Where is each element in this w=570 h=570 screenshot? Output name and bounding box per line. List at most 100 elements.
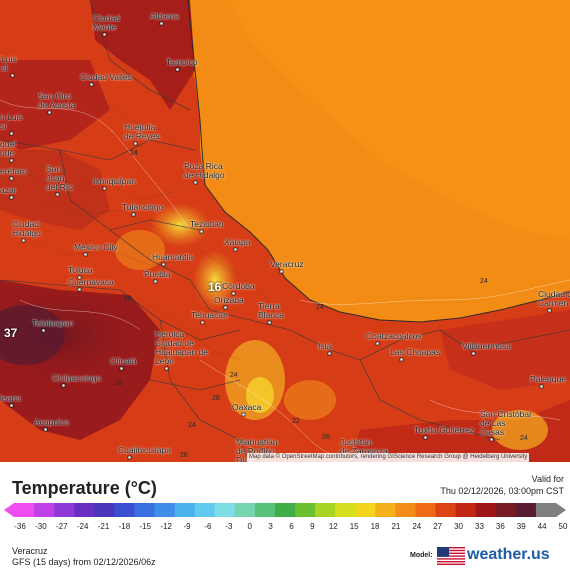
city-marker	[231, 291, 236, 296]
model-run: GFS (15 days) from 02/12/2026/06z	[12, 557, 156, 567]
city-label: Poza Rica de Hidalgo	[184, 161, 225, 180]
colorbar-segment	[214, 503, 236, 517]
colorbar-tick-label: -6	[204, 522, 212, 531]
city-marker	[10, 73, 15, 78]
city-label: Córdoba	[222, 281, 255, 291]
colorbar-segment	[415, 503, 437, 517]
colorbar-tick-label: -27	[55, 522, 68, 531]
city-label: Coatzacoalcos	[366, 331, 422, 341]
map-attribution[interactable]: Map data © OpenStreetMap contributors, r…	[247, 453, 530, 462]
city-marker	[193, 180, 198, 185]
city-marker	[55, 192, 60, 197]
colorbar-segment	[194, 503, 216, 517]
colorbar-tick-label: 15	[349, 522, 359, 531]
city-marker	[489, 437, 494, 442]
colorbar-tick-label: -21	[97, 522, 110, 531]
city-marker	[153, 279, 158, 284]
city-label: Miahuatlán de Porfirio Díaz	[236, 437, 278, 463]
colorbar-segment	[375, 503, 396, 517]
colorbar-segment	[94, 503, 115, 517]
city-label: Tehuacán	[191, 310, 228, 320]
city-label: Puebla	[144, 269, 171, 279]
colorbar-segment	[395, 503, 416, 517]
colorbar-segment	[335, 503, 356, 517]
city-marker	[267, 320, 272, 325]
colorbar-tick-label: 18	[370, 522, 380, 531]
city-label: erétaro	[0, 166, 27, 176]
brand-logo[interactable]: weather.us	[437, 543, 567, 567]
colorbar-tick-label: -3	[225, 522, 233, 531]
city-label: Olinalá	[110, 356, 137, 366]
colorbar-segment	[315, 503, 336, 517]
city-marker	[119, 366, 124, 371]
city-label: San Cristóbal de Las Casas	[480, 409, 532, 437]
colorbar-min-arrow	[4, 503, 14, 517]
city-marker	[102, 186, 107, 191]
city-marker	[279, 269, 284, 274]
city-label: Teziutlán	[190, 219, 224, 229]
city-marker	[9, 176, 14, 181]
colorbar-segment	[54, 503, 75, 517]
city-marker	[539, 384, 544, 389]
city-label: Luis sí	[1, 54, 17, 73]
city-marker	[159, 21, 164, 26]
colorbar-segment	[295, 503, 316, 517]
city-marker	[83, 252, 88, 257]
city-label: Las Choapas	[390, 347, 441, 357]
isotherm-label: 24	[316, 304, 324, 311]
colorbar-segment	[254, 503, 276, 517]
city-label: Cuajinicuilapa	[118, 445, 171, 455]
colorbar-segment	[435, 503, 457, 517]
city-label: Ciudad Valles	[80, 72, 132, 82]
colorbar-tick-label: -30	[35, 522, 47, 531]
region-name: Veracruz	[12, 546, 48, 556]
model-label: Model:	[410, 552, 433, 559]
city-label: Juchitán de Zaragoza	[340, 437, 388, 456]
city-label: Tulancingo	[122, 202, 164, 212]
isotherm-label: 28	[212, 395, 220, 402]
colorbar-segment	[154, 503, 176, 517]
colorbar-tick-label: 39	[516, 522, 526, 531]
extreme-value-label: 37	[4, 326, 18, 340]
city-label: Tampico	[166, 57, 198, 67]
map-canvas	[0, 0, 570, 462]
city-marker	[175, 67, 180, 72]
city-marker	[41, 328, 46, 333]
city-label: Ciudad Mante	[93, 13, 120, 32]
isotherm-label: 24	[480, 278, 488, 285]
city-marker	[199, 229, 204, 234]
colorbar-tick-label: 36	[495, 522, 505, 531]
isotherm-label: 26	[124, 296, 132, 303]
colorbar-segment	[515, 503, 537, 517]
colorbar-segment	[274, 503, 296, 517]
city-marker	[89, 82, 94, 87]
isotherm-label: 24	[520, 435, 528, 442]
colorbar-segment	[114, 503, 135, 517]
city-marker	[9, 158, 14, 163]
temperature-map[interactable]: Ciudad Mante Aldama Luis sí Tampico Ciudad V…	[0, 0, 570, 462]
city-marker	[375, 341, 380, 346]
colorbar-segment	[74, 503, 95, 517]
city-marker	[423, 435, 428, 440]
city-marker	[200, 320, 205, 325]
city-label: San Juan del Río	[46, 164, 73, 192]
city-label: Huejutla de Reyes	[124, 122, 160, 141]
colorbar-tick-label: 21	[391, 522, 401, 531]
colorbar-segment	[174, 503, 196, 517]
colorbar-segment	[355, 503, 376, 517]
colorbar-tick-label: 30	[454, 522, 464, 531]
colorbar-tick-label: 33	[475, 522, 484, 531]
city-marker	[77, 275, 82, 280]
temperature-colorbar	[4, 503, 566, 517]
city-marker	[327, 351, 332, 356]
city-marker	[61, 383, 66, 388]
city-label: n Luis sí	[0, 112, 23, 131]
isotherm-label: 24	[130, 150, 138, 157]
city-label: Palenque	[530, 374, 566, 384]
colorbar-segment	[134, 503, 156, 517]
colorbar-tick-label: 50	[558, 522, 568, 531]
city-marker	[241, 412, 246, 417]
city-marker	[43, 427, 48, 432]
city-marker	[9, 195, 14, 200]
colorbar-segment	[475, 503, 497, 517]
